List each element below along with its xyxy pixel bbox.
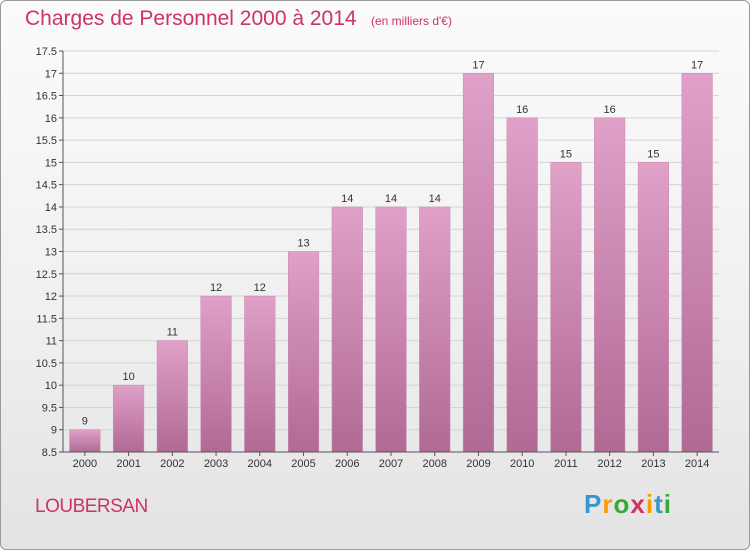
- bar-2009: [462, 73, 495, 453]
- bar-2006: [331, 206, 363, 453]
- bar-2005: [287, 251, 320, 453]
- bar-2004: [244, 295, 276, 453]
- data-label-2013: 15: [647, 148, 659, 160]
- logo-letter: o: [613, 489, 631, 519]
- y-tick-label: 16.5: [36, 91, 57, 103]
- chart-subtitle: (en milliers d'€): [371, 14, 452, 28]
- x-tick-label: 2000: [73, 458, 97, 470]
- bar-2014: [681, 73, 713, 453]
- x-tick-label: 2008: [422, 458, 446, 470]
- x-tick-label: 2003: [204, 458, 228, 470]
- data-label-2007: 14: [385, 193, 397, 205]
- place-name: LOUBERSAN: [35, 496, 148, 517]
- y-tick-label: 10.5: [36, 358, 57, 370]
- bar-2010: [506, 117, 538, 453]
- data-label-2012: 16: [604, 104, 616, 116]
- proxiti-logo[interactable]: Proxiti: [584, 489, 672, 520]
- y-tick-label: 9: [51, 425, 57, 437]
- data-labels: 9 10 11 12 12 13 14 14 14 17 16 15 16 15 17: [82, 59, 703, 427]
- bar-2002: [156, 340, 188, 453]
- x-tick-label: 2013: [641, 458, 665, 470]
- data-label-2005: 13: [297, 238, 309, 250]
- data-label-2009: 17: [472, 59, 484, 71]
- data-label-2000: 9: [82, 416, 88, 428]
- y-tick-label: 11: [46, 336, 57, 348]
- x-tick-label: 2007: [379, 458, 403, 470]
- y-tick-label: 13: [45, 247, 57, 259]
- bar-2003: [200, 295, 232, 453]
- x-tick-label: 2009: [466, 458, 490, 470]
- x-tick-label: 2002: [160, 458, 184, 470]
- data-label-2001: 10: [122, 371, 134, 383]
- bar-2008: [419, 206, 451, 453]
- logo-letter: P: [584, 489, 603, 519]
- bar-2000: [69, 429, 101, 453]
- data-label-2002: 11: [167, 327, 178, 339]
- y-tick-label: 14.5: [36, 180, 57, 192]
- data-label-2011: 15: [560, 148, 572, 160]
- y-tick-label: 17.5: [36, 46, 57, 58]
- bar-2013: [637, 162, 669, 453]
- y-tick-label: 12.5: [36, 269, 57, 281]
- data-label-2014: 17: [691, 59, 703, 71]
- x-tick-label: 2005: [291, 458, 315, 470]
- bar-2012: [594, 117, 626, 453]
- logo-letter: t: [654, 489, 664, 519]
- y-tick-label: 16: [45, 113, 57, 125]
- y-tick-label: 13.5: [36, 224, 57, 236]
- logo-letter: i: [645, 489, 655, 519]
- chart-title: Charges de Personnel 2000 à 2014: [25, 7, 357, 30]
- data-label-2004: 12: [254, 282, 266, 294]
- logo-letter: i: [663, 489, 672, 519]
- logo-letter: r: [602, 489, 614, 519]
- x-tick-label: 2001: [116, 458, 140, 470]
- y-tick-label: 14: [45, 202, 57, 214]
- y-tick-label: 17: [45, 68, 57, 80]
- x-tick-label: 2011: [554, 458, 578, 470]
- data-label-2006: 14: [341, 193, 353, 205]
- y-tick-label: 8.5: [42, 447, 57, 459]
- logo-letter: x: [630, 489, 646, 519]
- bars: [69, 73, 713, 453]
- y-axis: 8.5 9 9.5 10 10.5 11 11.5 12 12.5 13 13.5 14 14.5 15 1…: [36, 46, 64, 459]
- x-tick-label: 2012: [597, 458, 621, 470]
- y-tick-label: 9.5: [42, 402, 57, 414]
- x-tick-label: 2006: [335, 458, 359, 470]
- data-label-2003: 12: [210, 282, 222, 294]
- bar-2001: [113, 384, 145, 453]
- y-tick-label: 12: [45, 291, 57, 303]
- y-tick-label: 10: [45, 380, 57, 392]
- x-tick-label: 2004: [248, 458, 272, 470]
- bar-2007: [375, 206, 407, 453]
- y-tick-label: 11.5: [36, 313, 57, 325]
- x-tick-label: 2010: [510, 458, 534, 470]
- x-tick-label: 2014: [685, 458, 709, 470]
- bar-2011: [550, 162, 582, 453]
- y-tick-label: 15: [45, 157, 57, 169]
- x-axis: 2000 2001 2002 2003 2004 2005 2006 2007 2008 2009…: [63, 451, 719, 470]
- y-tick-label: 15.5: [36, 135, 57, 147]
- data-label-2010: 16: [516, 104, 528, 116]
- data-label-2008: 14: [429, 193, 441, 205]
